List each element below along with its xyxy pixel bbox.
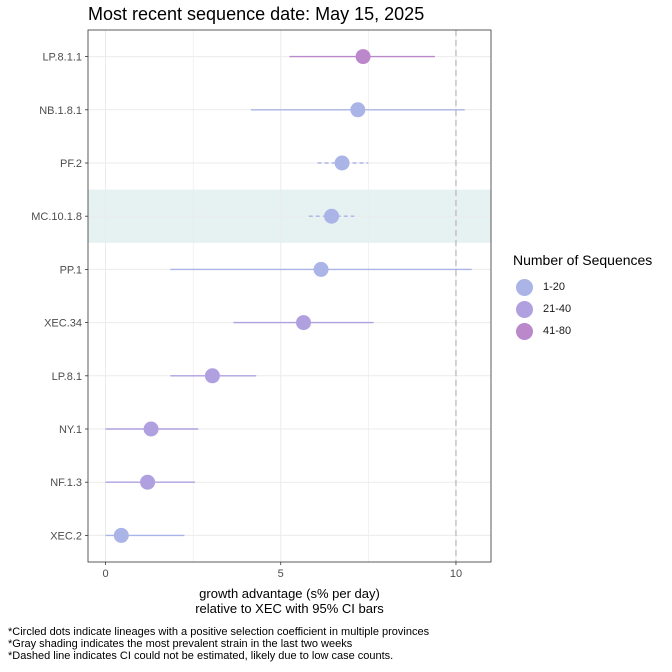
legend-item-1-20: 1-20: [513, 276, 652, 298]
x-tick-label: 5: [278, 568, 284, 580]
legend-swatch-21-40: [516, 300, 533, 318]
point-NB.1.8.1: [350, 102, 366, 118]
legend-item-41-80: 41-80: [513, 320, 652, 342]
y-tick-label: MC.10.1.8: [31, 211, 82, 223]
y-tick-label: LP.8.1.1: [42, 52, 82, 64]
point-PP.1: [313, 261, 329, 277]
y-tick-label: NB.1.8.1: [39, 105, 82, 117]
point-PF.2: [334, 155, 350, 171]
panel-border: [87, 29, 492, 563]
y-tick-label: XEC.34: [44, 318, 82, 330]
y-tick-label: XEC.2: [50, 530, 82, 542]
point-XEC.34: [296, 315, 312, 331]
legend-label-1-20: 1-20: [543, 281, 566, 293]
footnotes: *Circled dots indicate lineages with a p…: [8, 626, 429, 662]
legend-label-41-80: 41-80: [543, 325, 572, 337]
chart-title: Most recent sequence date: May 15, 2025: [88, 4, 425, 24]
point-LP.8.1: [204, 368, 220, 384]
y-tick-label: NF.1.3: [50, 477, 82, 489]
x-tick-label: 0: [102, 568, 108, 580]
legend-title: Number of Sequences: [513, 252, 653, 268]
point-XEC.2: [113, 527, 129, 543]
footnote-3: *Dashed line indicates CI could not be e…: [8, 650, 394, 662]
footnote-2: *Gray shading indicates the most prevale…: [8, 638, 353, 650]
point-NF.1.3: [140, 474, 156, 490]
y-tick-label: PP.1: [60, 264, 82, 276]
legend: Number of Sequences 1-20 21-40 41-80: [513, 252, 652, 342]
y-tick-label: LP.8.1: [52, 371, 82, 383]
legend-swatch-1-20: [516, 278, 533, 296]
point-LP.8.1.1: [355, 49, 371, 65]
x-axis-label: growth advantage (s% per day) relative t…: [88, 586, 491, 616]
x-tick-label: 10: [450, 568, 462, 580]
legend-label-21-40: 21-40: [543, 303, 572, 315]
point-NY.1: [143, 421, 159, 437]
legend-item-21-40: 21-40: [513, 298, 652, 320]
y-tick-label: PF.2: [60, 158, 82, 170]
x-axis-label-line-2: relative to XEC with 95% CI bars: [195, 601, 384, 616]
footnote-1: *Circled dots indicate lineages with a p…: [8, 626, 430, 638]
legend-swatch-41-80: [516, 322, 533, 340]
point-MC.10.1.8: [324, 208, 340, 224]
x-axis-label-line-1: growth advantage (s% per day): [199, 586, 380, 601]
y-tick-label: NY.1: [59, 424, 82, 436]
